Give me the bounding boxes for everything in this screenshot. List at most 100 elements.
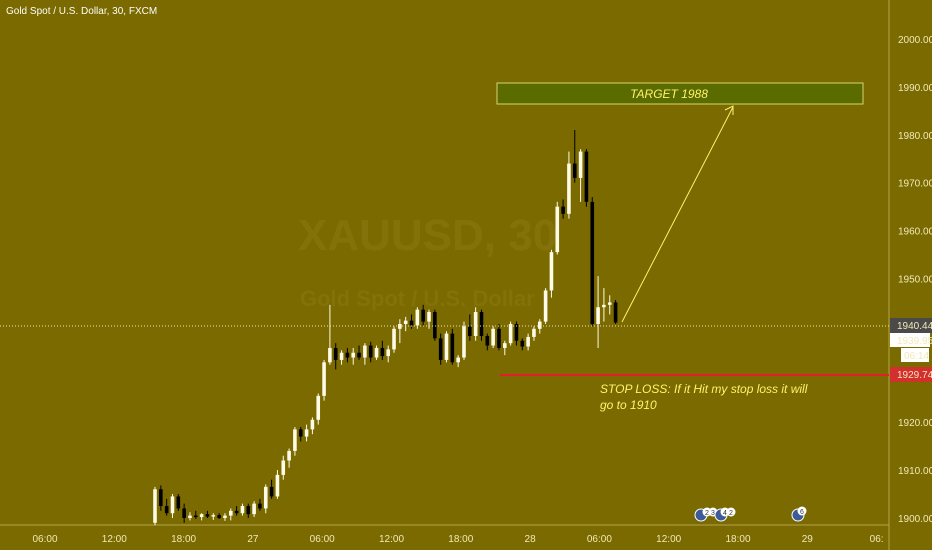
candle-body	[182, 508, 186, 518]
x-tick-label: 06:00	[32, 534, 57, 545]
candle-body	[223, 515, 227, 518]
candle-body	[328, 347, 332, 363]
candle-body	[275, 474, 280, 497]
event-badge-text: 4	[723, 510, 727, 517]
candle-body	[444, 333, 449, 360]
candle-body	[450, 333, 455, 363]
y-tick-label: 1990.00	[898, 83, 932, 94]
target-label: TARGET 1988	[630, 87, 708, 101]
candle-body	[316, 395, 321, 420]
candle-body	[176, 496, 181, 509]
candle-body	[304, 429, 309, 437]
x-tick-label: 27	[247, 534, 259, 545]
candle-body	[281, 460, 286, 475]
target-arrow[interactable]	[621, 106, 734, 323]
x-tick-label: 28	[525, 534, 537, 545]
price-tag-stop: 1929.74	[890, 367, 932, 382]
chart-title: Gold Spot / U.S. Dollar, 30, FXCM	[6, 6, 157, 17]
price-tag-stop-text: 1929.74	[897, 370, 932, 381]
candle-body	[310, 419, 315, 430]
candle-body	[386, 349, 390, 357]
event-badge-icon[interactable]: 2	[726, 507, 736, 518]
candle-body	[462, 326, 466, 358]
candle-body	[170, 496, 175, 514]
candle-body	[485, 335, 490, 346]
x-tick-label: 18:00	[448, 534, 473, 545]
candle-body	[537, 321, 542, 329]
candle-body	[194, 515, 198, 518]
y-tick-label: 2000.00	[898, 35, 932, 46]
candle-body	[555, 206, 560, 253]
price-axis[interactable]: 1900.001910.001920.001930.001940.001950.…	[898, 35, 932, 525]
candle-body	[613, 302, 618, 323]
candle-body	[497, 328, 501, 348]
price-tag-current: 1940.44	[890, 318, 932, 333]
stop-loss-label-line1: STOP LOSS: If it Hit my stop loss it wil…	[600, 382, 808, 396]
event-icons[interactable]: 2 3 4 2 6	[694, 506, 807, 522]
candle-body	[159, 489, 163, 507]
candle-body	[567, 163, 571, 214]
event-badge-icon[interactable]: 6	[797, 506, 807, 517]
candle-body	[363, 345, 367, 358]
candle-body	[240, 506, 245, 514]
y-tick-label: 1960.00	[898, 227, 932, 238]
candle-body	[153, 489, 157, 523]
candle-body	[228, 510, 233, 516]
x-tick-label: 12:00	[102, 534, 127, 545]
candle-body	[503, 343, 507, 348]
arrow-head-icon	[724, 105, 734, 115]
candle-body	[380, 347, 385, 357]
candle-body	[433, 312, 437, 339]
candle-body	[578, 151, 583, 178]
watermark-symbol: XAUUSD, 30	[298, 211, 557, 260]
candle-body	[561, 206, 565, 214]
target-box[interactable]	[496, 82, 864, 105]
time-axis[interactable]: 06:00 12:00 18:00 27 06:00 12:00 18:00 28 06:00 1…	[32, 534, 883, 545]
candle-body	[473, 312, 478, 336]
candle-body	[333, 347, 338, 360]
candle-body	[345, 352, 350, 358]
candle-body	[468, 326, 472, 336]
candle-body	[520, 340, 525, 347]
candle-body	[427, 312, 431, 322]
candle-body	[339, 352, 344, 360]
candle-body	[549, 252, 554, 291]
event-badge-text: 3	[711, 510, 715, 517]
x-tick-label: 06:00	[310, 534, 335, 545]
candle-body	[438, 338, 443, 360]
candle-body	[479, 312, 484, 336]
x-tick-label: 06:00	[587, 534, 612, 545]
candle-body	[374, 347, 379, 358]
candle-body	[491, 328, 495, 346]
candle-body	[572, 163, 577, 178]
candle-body	[514, 324, 519, 341]
candle-body	[456, 357, 460, 363]
x-tick-label: 29	[802, 534, 814, 545]
price-tag-bid: 1939.95	[890, 333, 932, 347]
candle-body	[164, 506, 169, 514]
candle-body	[415, 309, 420, 326]
event-badge-text: 2	[705, 510, 709, 517]
price-tag-bid-text: 1939.95	[897, 336, 932, 347]
event-badge-text: 2	[729, 510, 733, 517]
candle-body	[368, 345, 373, 358]
candle-body	[508, 324, 513, 344]
price-tag-current-text: 1940.44	[897, 321, 932, 332]
candle-body	[217, 515, 221, 518]
candle-body	[403, 320, 408, 325]
candle-body	[258, 503, 262, 509]
candle-body	[211, 515, 216, 517]
candle-body	[409, 320, 414, 326]
candle-body	[421, 309, 425, 322]
y-tick-label: 1920.00	[898, 418, 932, 429]
event-badge-text: 6	[800, 509, 804, 516]
candle-body	[596, 307, 600, 325]
stop-loss-label-line2: go to 1910	[600, 398, 657, 412]
candle-body	[322, 362, 326, 396]
watermark-subtitle: Gold Spot / U.S. Dollar	[300, 286, 535, 311]
x-tick-label: 18:00	[171, 534, 196, 545]
candle-body	[543, 290, 548, 322]
y-tick-label: 1980.00	[898, 131, 932, 142]
countdown-text: 06:14	[904, 351, 929, 362]
